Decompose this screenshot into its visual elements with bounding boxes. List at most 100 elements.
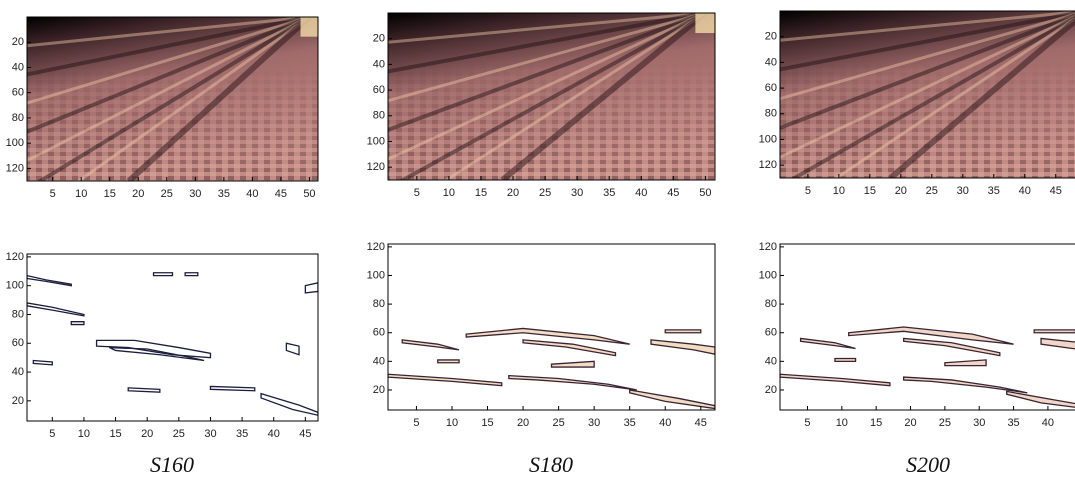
heatmap-ridge [780,11,1075,42]
plot-area [27,272,318,416]
y-tick-label: 20 [765,31,777,43]
contour-line [903,337,1001,357]
y-tick-label: 60 [12,87,24,99]
contour-line [32,359,53,366]
x-tick-label: 15 [475,187,487,199]
heatmap-ridge [833,16,1075,178]
heatmap-ridge [780,14,1075,159]
y-tick-label: 20 [12,36,24,48]
y-tick-label: 40 [373,58,385,70]
x-tick-label: 5 [414,187,420,199]
heatmap-ridge [780,13,1075,130]
heatmap-texture [388,13,715,180]
x-tick-label: 45 [695,417,707,429]
x-tick-label: 20 [132,188,144,200]
contour-line [27,302,85,317]
x-tick-label: 25 [939,417,951,429]
y-tick-label: 80 [373,298,385,310]
caption: S200 [906,452,950,477]
x-tick-label: 25 [552,417,564,429]
x-tick-label: 10 [78,428,90,440]
y-tick-label: 60 [373,327,385,339]
y-tick-label: 60 [373,84,385,96]
x-tick-label: 20 [141,428,153,440]
plot-area [780,326,1075,408]
heatmap-ridge [27,17,310,105]
x-tick-label: 20 [517,417,529,429]
heatmap-ridge [388,13,706,161]
x-tick-label: 35 [988,185,1000,197]
y-tick-label: 120 [759,159,777,171]
x-tick-label: 45 [667,187,679,199]
contour-line [848,326,1014,345]
x-tick-label: 15 [870,417,882,429]
y-tick-label: 40 [765,355,777,367]
contour-line [508,374,637,391]
y-tick-label: 100 [759,133,777,145]
y-tick-label: 60 [765,82,777,94]
contour-line [944,359,987,367]
x-tick-label: 35 [218,188,230,200]
y-tick-label: 80 [12,308,24,320]
x-tick-label: 40 [659,417,671,429]
x-tick-label: 20 [895,185,907,197]
y-tick-label: 100 [6,137,24,149]
contour-line [834,357,857,362]
contour-line [209,385,256,392]
axes-frame [26,253,319,422]
x-tick-label: 45 [275,188,287,200]
x-tick-label: 20 [904,417,916,429]
y-tick-label: 20 [373,384,385,396]
contour-line [664,329,702,334]
contour-line [285,342,300,356]
heatmap-ridge [27,17,310,77]
contour-line [629,389,715,410]
contour-line [401,339,460,351]
axes-frame [387,243,716,411]
x-tick-label: 20 [507,187,519,199]
y-tick-label: 100 [6,280,24,292]
x-tick-label: 25 [539,187,551,199]
contour-line [437,359,460,364]
x-tick-label: 45 [299,428,311,440]
axes-frame [779,10,1075,179]
contour-line [27,274,72,287]
x-tick-label: 30 [204,428,216,440]
x-tick-label: 5 [50,188,56,200]
heatmap-ridge [388,13,706,74]
x-tick-label: 15 [104,188,116,200]
x-tick-label: 30 [189,188,201,200]
x-tick-label: 40 [1019,185,1031,197]
y-tick-label: 20 [373,33,385,45]
x-tick-label: 30 [973,417,985,429]
heatmap-highlight [695,13,715,34]
heatmap-ridge [388,13,706,103]
heatmap-ridge [27,17,310,162]
x-tick-label: 10 [446,417,458,429]
x-tick-label: 10 [836,417,848,429]
y-tick-label: 100 [759,269,777,281]
plot-area [27,17,318,181]
y-tick-label: 120 [759,241,777,253]
x-tick-label: 15 [481,417,493,429]
x-tick-label: 35 [603,187,615,199]
x-tick-label: 50 [699,187,711,199]
x-tick-label: 10 [75,188,87,200]
x-tick-label: 5 [413,417,419,429]
contour-line [108,346,205,362]
y-tick-label: 40 [12,61,24,73]
y-tick-label: 60 [12,337,24,349]
caption: S160 [150,452,194,477]
y-tick-label: 100 [367,135,385,147]
contour-line [152,272,174,277]
y-tick-label: 40 [765,56,777,68]
y-tick-label: 80 [373,110,385,122]
heatmap-highlight [300,17,318,37]
contour-line [465,327,630,345]
y-tick-label: 120 [6,251,24,263]
x-tick-label: 25 [173,428,185,440]
